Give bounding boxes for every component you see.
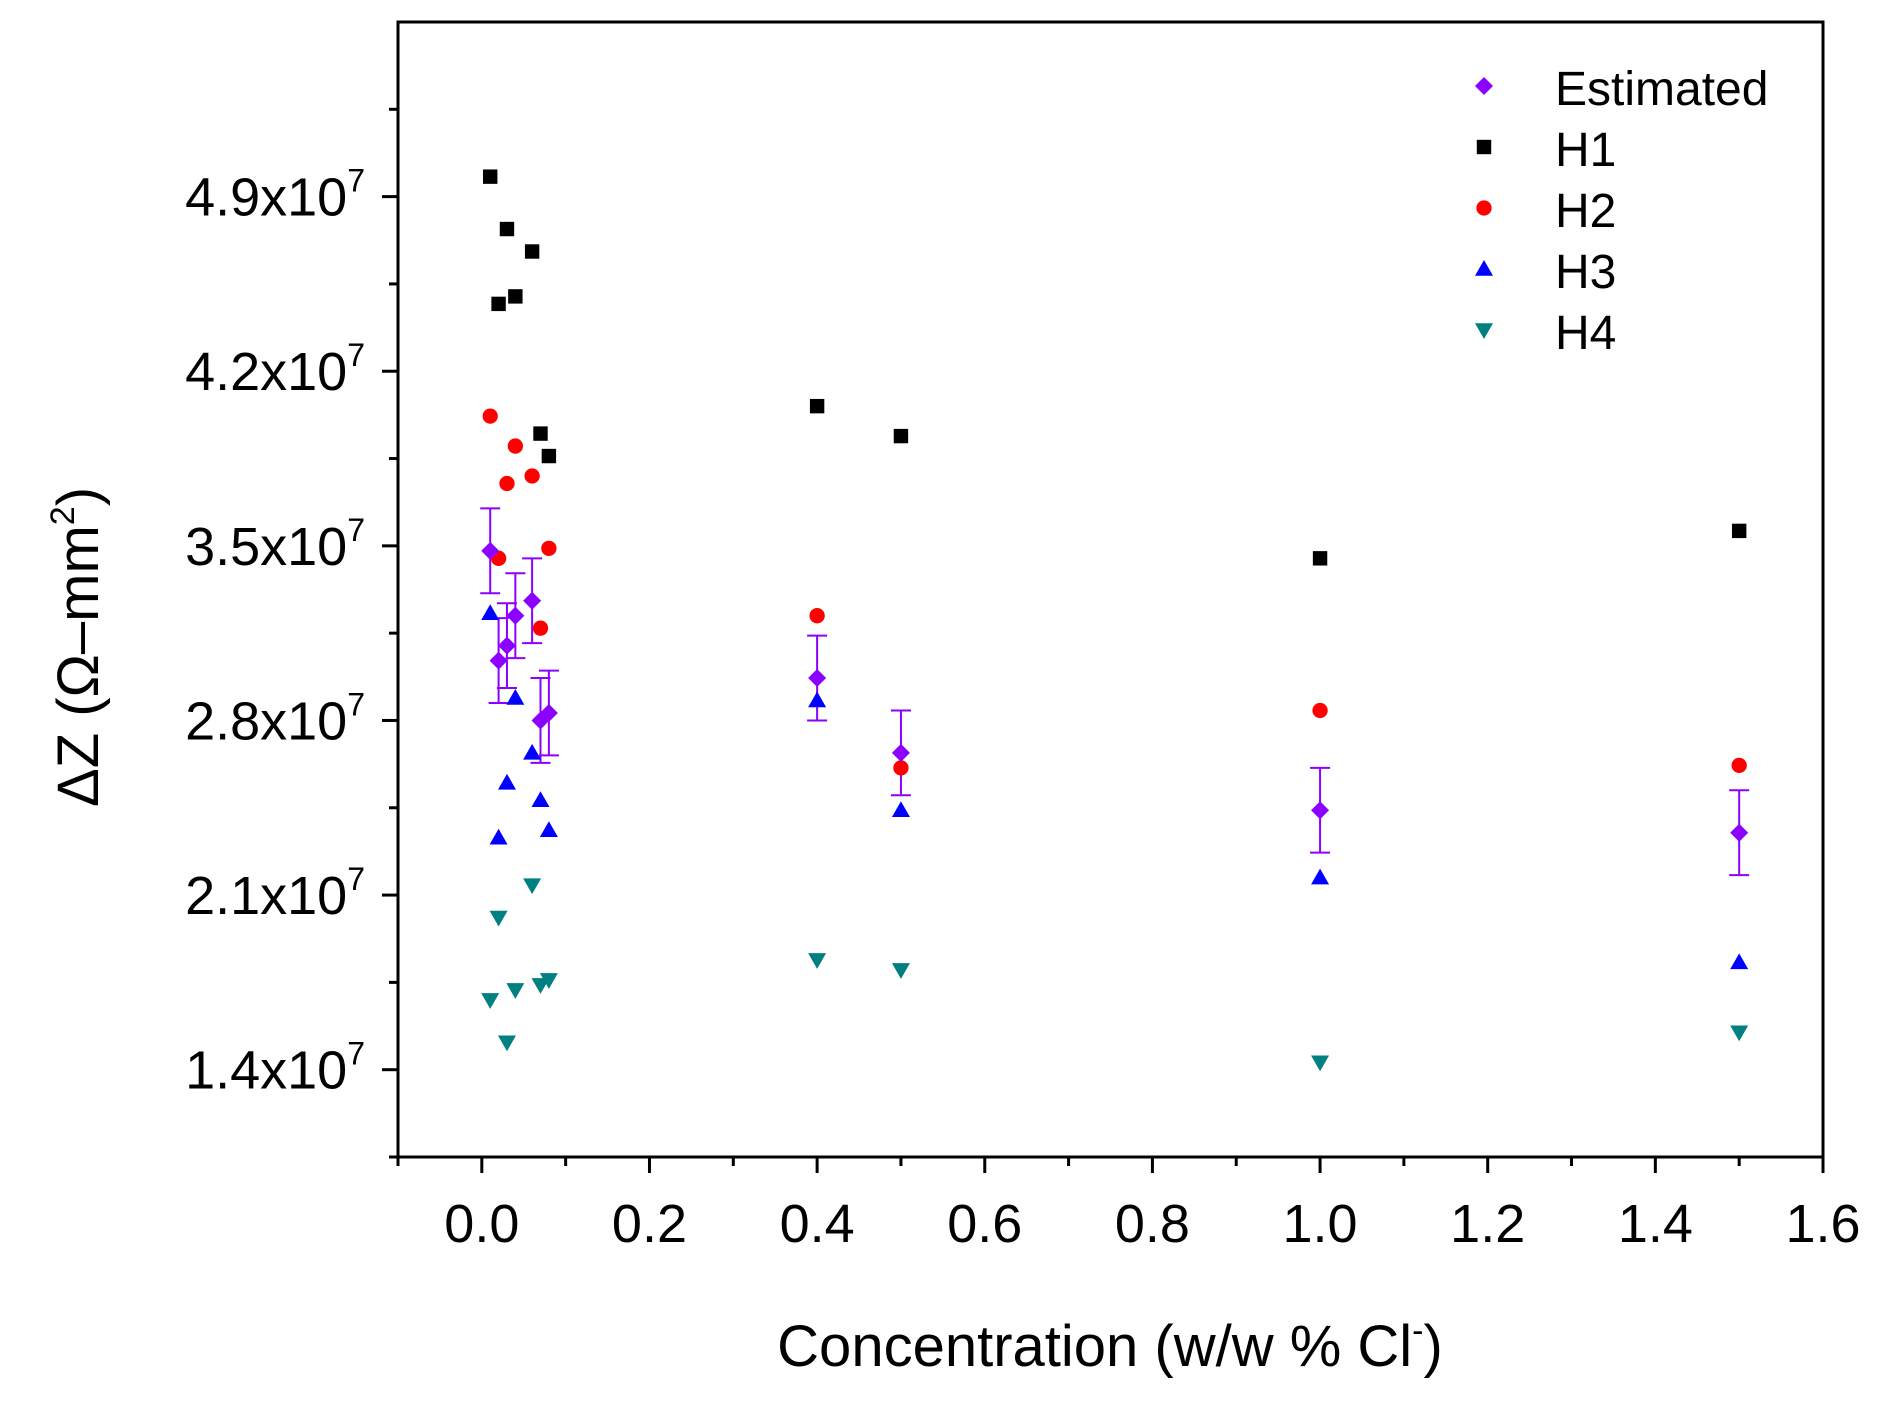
- point-h4: [523, 878, 542, 895]
- point-estimated: [523, 591, 542, 610]
- point-h2: [499, 475, 515, 492]
- legend-marker-h4: [1475, 323, 1493, 339]
- y-axis-title: ΔZ (Ω–mm2): [44, 487, 111, 807]
- point-h3: [489, 828, 508, 845]
- legend-item-estimated: Estimated: [1475, 63, 1768, 116]
- point-h3: [506, 689, 525, 705]
- plot-frame: [396, 20, 1825, 1159]
- point-h4: [808, 953, 827, 969]
- point-h3: [497, 773, 516, 790]
- point-h4: [1730, 1025, 1749, 1042]
- point-h2: [1312, 702, 1328, 719]
- legend-label: H2: [1555, 185, 1616, 238]
- error-bars: [480, 507, 1750, 877]
- point-h4: [481, 993, 500, 1009]
- x-axis-title: Concentration (w/w % Cl-): [777, 1312, 1443, 1379]
- point-estimated: [1730, 823, 1749, 842]
- point-estimated: [497, 636, 516, 655]
- point-h2: [541, 540, 557, 556]
- point-h3: [808, 691, 827, 708]
- legend-label: H4: [1555, 307, 1616, 360]
- x-tick-label: 1.0: [1283, 1194, 1358, 1254]
- y-tick-label: 2.8x107: [185, 686, 365, 751]
- y-tick-label: 3.5x107: [185, 512, 365, 577]
- x-tick-label: 1.4: [1618, 1194, 1693, 1254]
- point-h2: [1731, 757, 1747, 774]
- legend-item-h3: H3: [1475, 246, 1616, 299]
- legend-marker-h2: [1476, 200, 1492, 216]
- legend: Estimated H1 H2 H3 H4: [1475, 63, 1768, 360]
- point-h4: [497, 1035, 516, 1052]
- x-tick-label: 1.6: [1785, 1194, 1860, 1254]
- legend-item-h1: H1: [1476, 124, 1616, 177]
- point-h4: [506, 983, 525, 999]
- point-h2: [482, 408, 498, 424]
- point-estimated: [489, 651, 508, 670]
- legend-item-h2: H2: [1476, 185, 1616, 238]
- x-tick-label: 0.6: [947, 1194, 1022, 1254]
- x-tick-label: 0.4: [780, 1194, 855, 1254]
- point-h1: [533, 426, 548, 441]
- point-h2: [507, 438, 524, 454]
- point-estimated: [808, 669, 827, 688]
- point-h4: [1311, 1055, 1330, 1072]
- point-estimated: [891, 743, 910, 762]
- legend-item-h4: H4: [1475, 307, 1616, 360]
- x-axis-ticks: 0.0 0.2 0.4 0.6 0.8 1.0 1.2 1.4 1.6: [396, 1157, 1861, 1254]
- point-h1: [499, 221, 515, 237]
- point-h3: [523, 743, 542, 760]
- point-h3: [481, 604, 500, 620]
- legend-label: Estimated: [1555, 63, 1768, 116]
- point-h3: [539, 821, 558, 837]
- y-tick-label: 1.4x107: [185, 1036, 365, 1101]
- point-h3: [531, 791, 550, 808]
- point-estimated: [539, 703, 558, 722]
- point-h1: [491, 296, 506, 312]
- point-estimated: [506, 606, 525, 625]
- x-tick-label: 0.8: [1115, 1194, 1190, 1254]
- point-h2: [532, 620, 549, 636]
- point-h3: [891, 801, 910, 818]
- point-h1: [541, 448, 557, 464]
- legend-marker-estimated: [1475, 77, 1493, 95]
- y-axis-ticks: 1.4x107 2.1x107 2.8x107 3.5x107 4.2x107 4.9x1…: [185, 107, 398, 1159]
- legend-marker-h1: [1476, 139, 1492, 155]
- x-tick-label: 0.0: [444, 1194, 519, 1254]
- y-tick-label: 4.9x107: [185, 163, 365, 228]
- point-estimated: [1311, 801, 1330, 820]
- point-h4: [489, 910, 508, 927]
- legend-label: H3: [1555, 246, 1616, 299]
- x-tick-label: 1.2: [1450, 1194, 1525, 1254]
- point-h2: [893, 760, 909, 776]
- point-estimated: [481, 541, 500, 560]
- point-h4: [539, 973, 558, 989]
- point-h1: [483, 169, 498, 184]
- point-h1: [524, 244, 540, 259]
- point-h2: [524, 468, 540, 484]
- point-h1: [893, 428, 909, 444]
- y-tick-label: 2.1x107: [185, 861, 365, 926]
- point-h4: [891, 963, 910, 979]
- point-h3: [1730, 953, 1749, 970]
- legend-marker-h3: [1475, 260, 1493, 276]
- legend-label: H1: [1555, 124, 1616, 177]
- point-h1: [1312, 551, 1328, 566]
- point-h3: [1311, 868, 1330, 885]
- point-h1: [508, 289, 523, 304]
- x-tick-label: 0.2: [612, 1194, 687, 1254]
- y-tick-label: 4.2x107: [185, 337, 365, 402]
- data-points: [481, 169, 1749, 1072]
- point-h2: [809, 608, 825, 624]
- point-h1: [809, 398, 825, 414]
- point-h1: [1731, 523, 1747, 539]
